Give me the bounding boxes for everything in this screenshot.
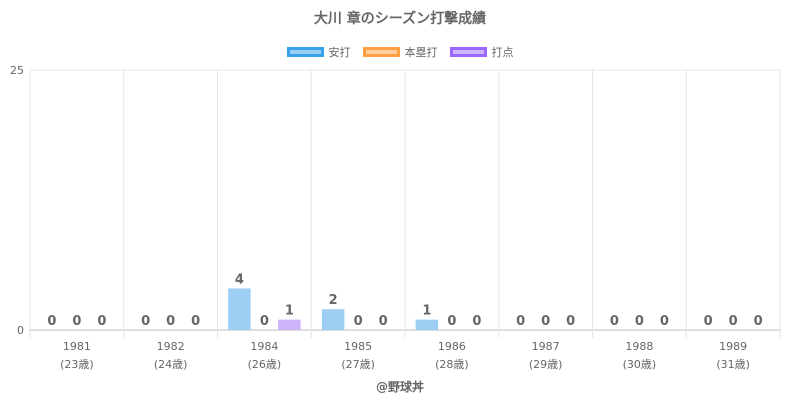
x-tick-sublabel: (23歳) bbox=[60, 358, 94, 371]
legend-item-rbi[interactable]: 打点 bbox=[449, 44, 514, 60]
data-label: 0 bbox=[754, 314, 763, 329]
data-label: 0 bbox=[566, 314, 575, 329]
credit-text: @野球丼 bbox=[375, 380, 424, 394]
data-label: 2 bbox=[329, 293, 338, 308]
x-tick-label: 1984 bbox=[250, 340, 278, 353]
data-label: 0 bbox=[610, 314, 619, 329]
chart-title: 大川 章のシーズン打撃成績 bbox=[313, 11, 487, 27]
data-label: 0 bbox=[166, 314, 175, 329]
data-label: 0 bbox=[704, 314, 713, 329]
data-label: 0 bbox=[354, 314, 363, 329]
bar bbox=[228, 288, 251, 330]
x-tick-sublabel: (29歳) bbox=[529, 358, 563, 371]
x-tick-label: 1985 bbox=[344, 340, 372, 353]
x-tick-label: 1986 bbox=[438, 340, 466, 353]
data-label: 0 bbox=[541, 314, 550, 329]
data-label: 0 bbox=[516, 314, 525, 329]
data-label: 0 bbox=[660, 314, 669, 329]
x-tick-label: 1989 bbox=[719, 340, 747, 353]
bar bbox=[278, 319, 301, 330]
x-tick-sublabel: (30歳) bbox=[623, 358, 657, 371]
legend-item-hits[interactable]: 安打 bbox=[286, 44, 351, 60]
data-label: 0 bbox=[729, 314, 738, 329]
data-label: 0 bbox=[141, 314, 150, 329]
bar bbox=[321, 309, 345, 330]
x-tick-label: 1982 bbox=[157, 340, 185, 353]
data-label: 0 bbox=[191, 314, 200, 329]
y-tick-label: 25 bbox=[10, 64, 24, 77]
x-tick-sublabel: (26歳) bbox=[248, 358, 282, 371]
x-tick-sublabel: (27歳) bbox=[341, 358, 375, 371]
data-label: 0 bbox=[97, 314, 106, 329]
x-tick-sublabel: (28歳) bbox=[435, 358, 469, 371]
data-label: 0 bbox=[447, 314, 456, 329]
data-label: 1 bbox=[422, 304, 431, 319]
y-tick-label: 0 bbox=[17, 324, 24, 337]
legend-swatch-hits bbox=[286, 47, 324, 57]
legend: 安打 本塁打 打点 bbox=[0, 44, 800, 60]
x-tick-label: 1988 bbox=[625, 340, 653, 353]
x-tick-sublabel: (24歳) bbox=[154, 358, 188, 371]
legend-swatch-rbi bbox=[449, 47, 487, 57]
legend-swatch-homeruns bbox=[362, 47, 400, 57]
data-label: 0 bbox=[260, 314, 269, 329]
bar bbox=[415, 319, 439, 330]
data-label: 1 bbox=[285, 304, 294, 319]
data-label: 0 bbox=[472, 314, 481, 329]
x-tick-sublabel: (31歳) bbox=[716, 358, 750, 371]
legend-label-hits: 安打 bbox=[328, 46, 351, 59]
legend-label-homeruns: 本塁打 bbox=[404, 46, 438, 59]
data-label: 4 bbox=[235, 272, 244, 287]
data-label: 0 bbox=[72, 314, 81, 329]
x-tick-label: 1981 bbox=[63, 340, 91, 353]
x-tick-label: 1987 bbox=[532, 340, 560, 353]
data-label: 0 bbox=[47, 314, 56, 329]
data-label: 0 bbox=[379, 314, 388, 329]
legend-label-rbi: 打点 bbox=[491, 46, 514, 59]
legend-item-homeruns[interactable]: 本塁打 bbox=[362, 44, 438, 60]
data-label: 0 bbox=[635, 314, 644, 329]
